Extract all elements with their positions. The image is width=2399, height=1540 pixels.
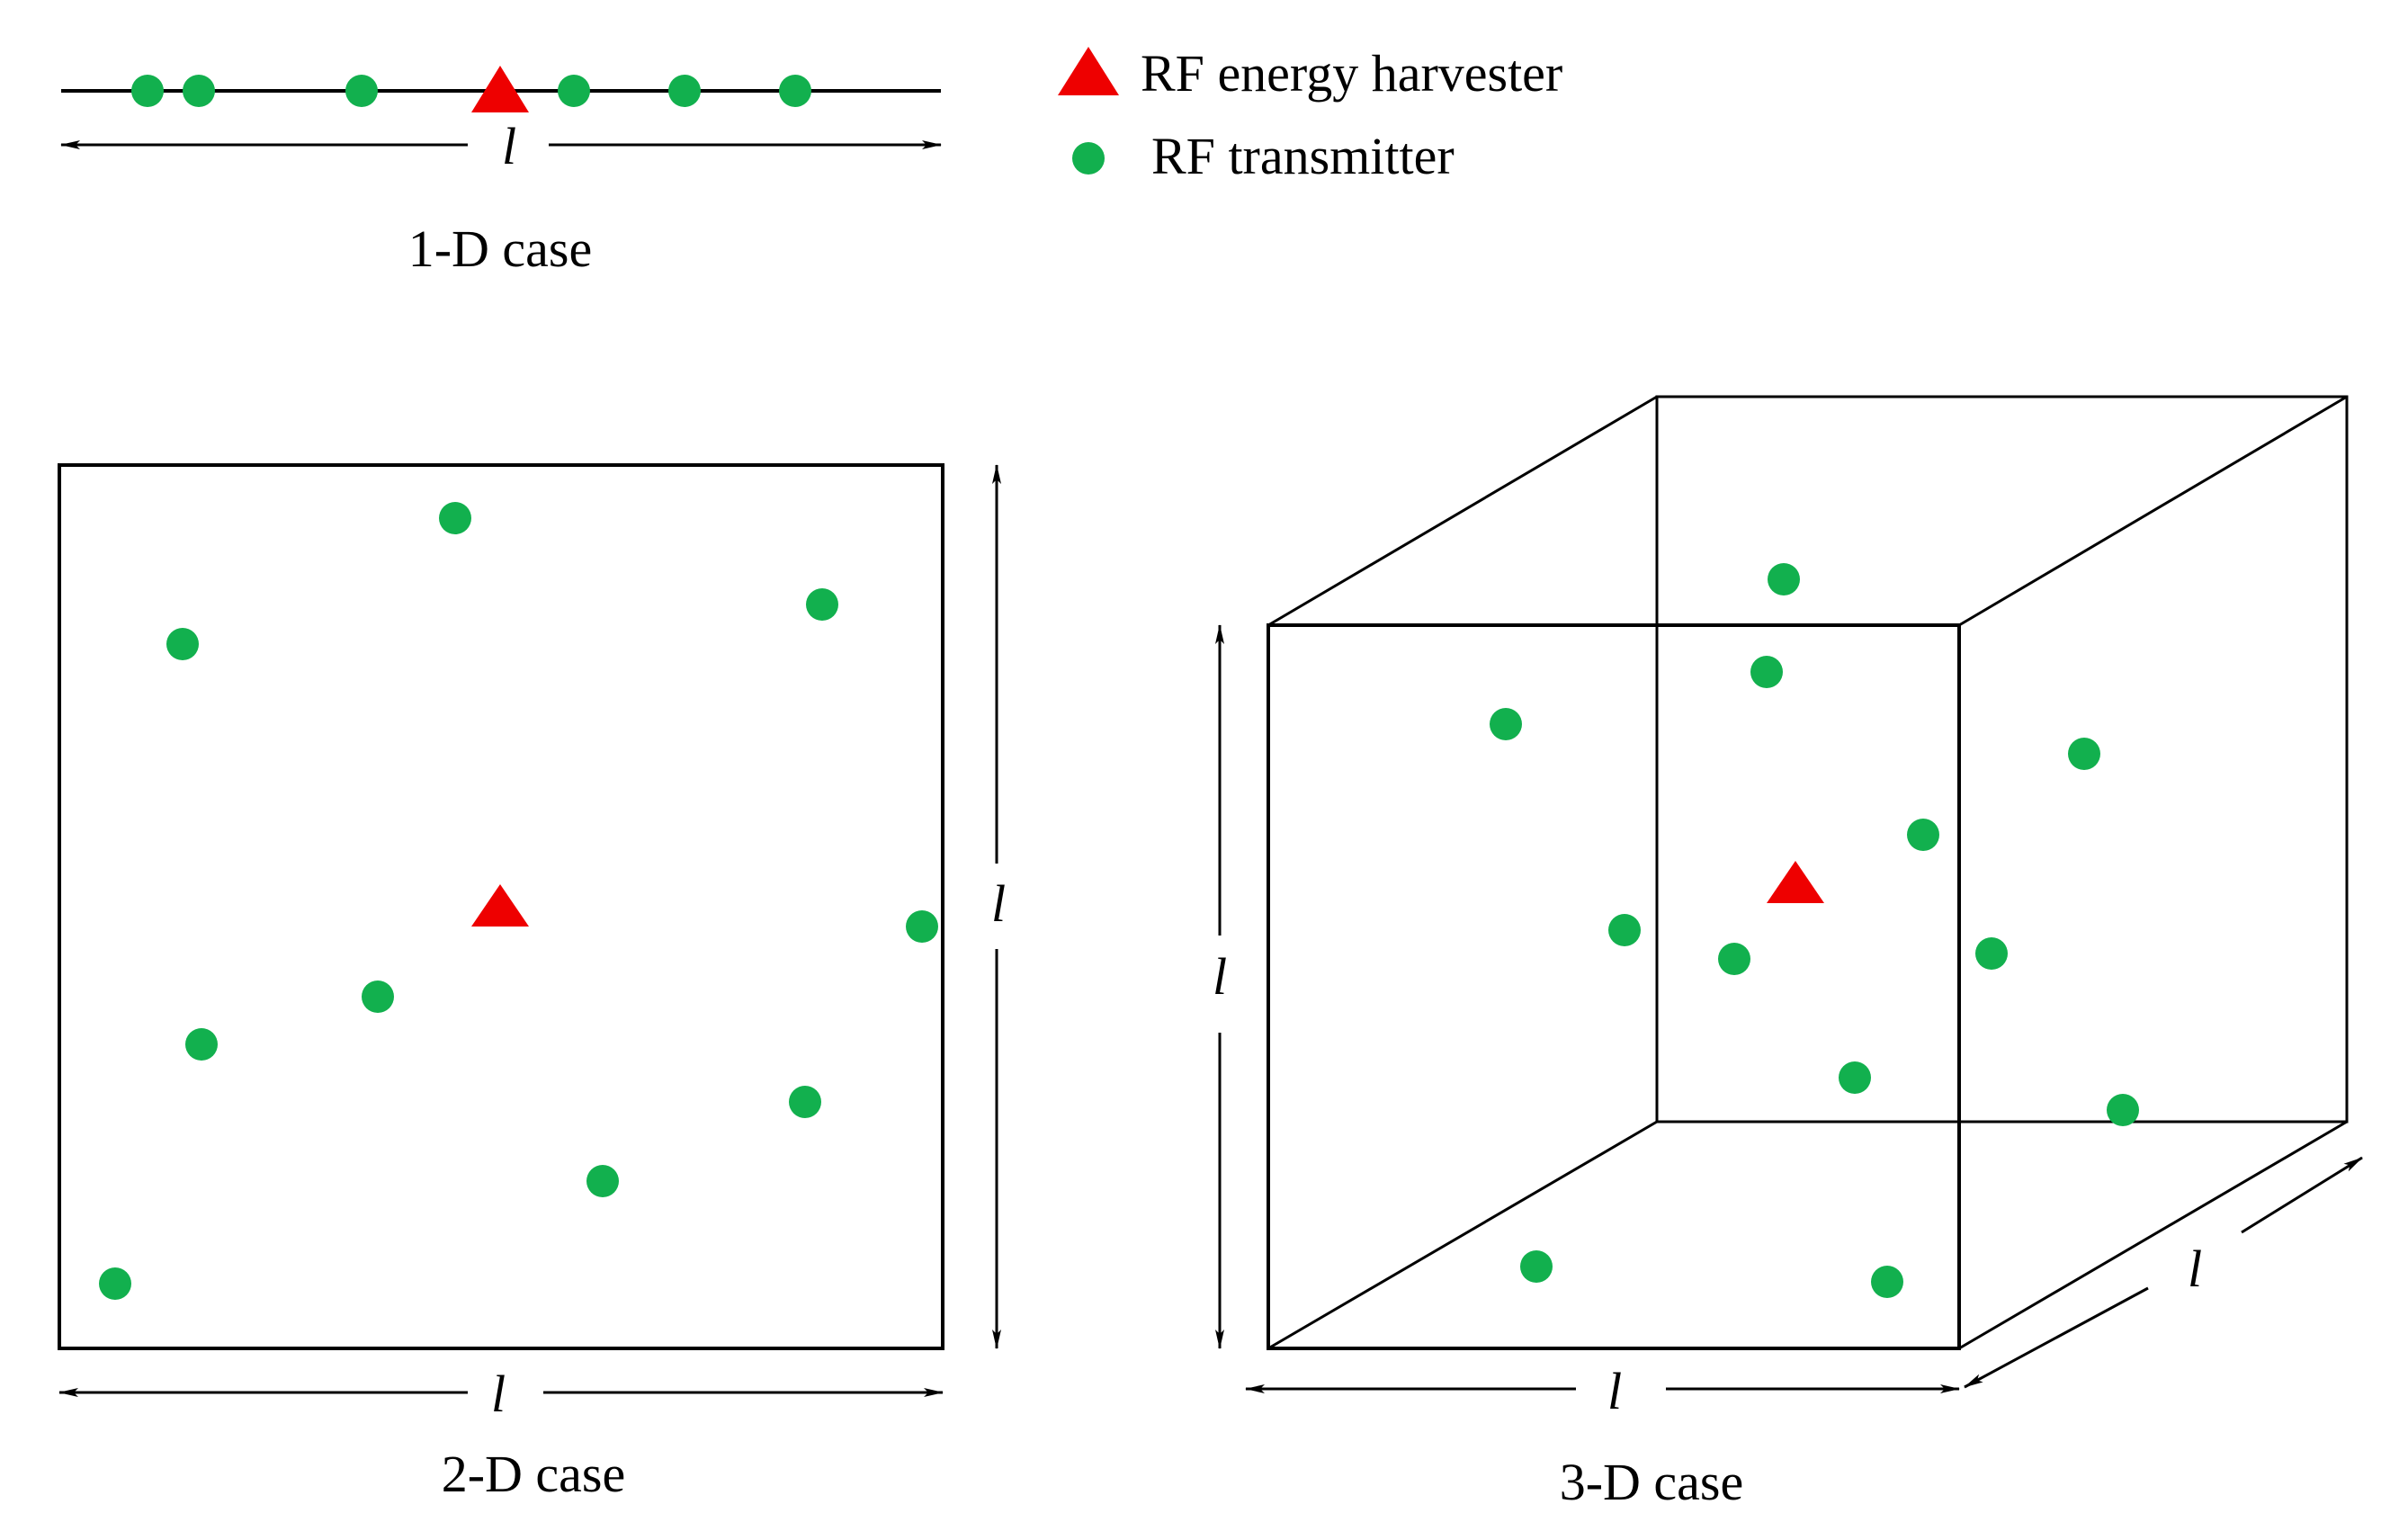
cube-front-face <box>1267 623 1961 1350</box>
panel-3d: l l l 3-D case <box>1213 395 2363 1511</box>
transmitter-marker <box>345 75 378 107</box>
dimension-arrow-3d-depth-lower <box>1964 1286 2149 1389</box>
square-2d <box>58 463 944 1350</box>
transmitter-marker <box>1871 1266 1903 1298</box>
caption-1d: 1-D case <box>408 219 593 278</box>
cube-back-face <box>1655 395 2349 1124</box>
panel-1d: l 1-D case <box>60 66 942 278</box>
cube-edge <box>1958 395 2348 627</box>
cube-edge <box>1267 1120 1658 1350</box>
dimension-label-3d-vertical: l <box>1213 947 1227 1006</box>
transmitter-marker <box>789 1086 821 1118</box>
dimension-label-1d: l <box>502 117 516 175</box>
transmitter-marker <box>1839 1061 1871 1094</box>
transmitter-marker <box>1520 1250 1553 1283</box>
circle-marker-icon <box>1072 142 1105 175</box>
transmitter-marker <box>1608 914 1641 946</box>
harvester-marker <box>471 884 529 927</box>
dimension-label-3d-depth: l <box>2188 1240 2202 1298</box>
transmitter-marker <box>185 1028 218 1061</box>
caption-3d: 3-D case <box>1560 1453 1744 1511</box>
transmitter-marker <box>2068 738 2100 770</box>
legend: RF energy harvester RF transmitter <box>1058 44 1562 185</box>
transmitter-marker <box>779 75 811 107</box>
dimension-arrow-3d-depth-upper <box>2241 1156 2363 1234</box>
transmitter-marker <box>586 1165 619 1197</box>
transmitter-marker <box>166 628 199 660</box>
transmitter-marker <box>183 75 215 107</box>
cube-edge <box>1267 395 1658 627</box>
caption-2d: 2-D case <box>442 1445 626 1503</box>
harvester-marker <box>471 66 529 112</box>
transmitter-marker <box>806 588 838 621</box>
transmitter-marker <box>906 910 938 943</box>
dimension-label-2d-horizontal: l <box>491 1365 506 1423</box>
transmitter-marker <box>1718 943 1750 975</box>
transmitter-marker <box>99 1267 131 1300</box>
transmitter-marker <box>558 75 590 107</box>
transmitter-marker <box>131 75 164 107</box>
legend-harvester-label: RF energy harvester <box>1141 44 1562 103</box>
transmitter-marker <box>439 502 471 534</box>
transmitter-marker <box>1750 656 1783 688</box>
dimension-label-2d-vertical: l <box>991 874 1006 933</box>
harvester-marker <box>1767 861 1824 903</box>
transmitter-marker <box>2107 1094 2139 1126</box>
dimension-label-3d-horizontal: l <box>1607 1362 1622 1420</box>
triangle-marker-icon <box>1058 47 1119 95</box>
legend-transmitter-label: RF transmitter <box>1151 127 1455 185</box>
transmitter-marker <box>362 980 394 1013</box>
transmitter-marker <box>668 75 701 107</box>
transmitter-marker <box>1768 563 1800 595</box>
transmitter-marker <box>1907 819 1939 851</box>
transmitter-marker <box>1975 937 2008 970</box>
cube-edge <box>1958 1120 2348 1350</box>
transmitter-marker <box>1490 708 1522 740</box>
panel-2d: l l 2-D case <box>58 463 1006 1503</box>
